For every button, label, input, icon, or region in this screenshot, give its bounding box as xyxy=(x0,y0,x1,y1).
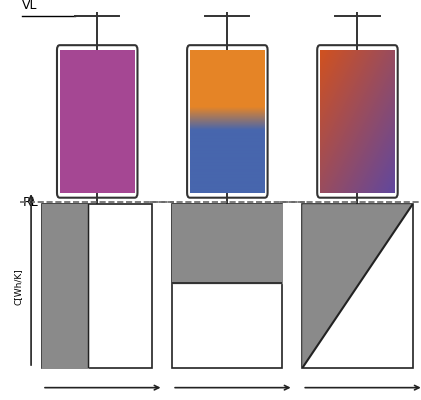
Text: VL: VL xyxy=(22,0,38,12)
Text: C[Wh/K]: C[Wh/K] xyxy=(13,268,22,304)
FancyBboxPatch shape xyxy=(187,45,268,198)
Text: RL: RL xyxy=(22,196,38,209)
FancyBboxPatch shape xyxy=(317,45,398,198)
Polygon shape xyxy=(302,204,413,368)
FancyBboxPatch shape xyxy=(57,45,138,198)
